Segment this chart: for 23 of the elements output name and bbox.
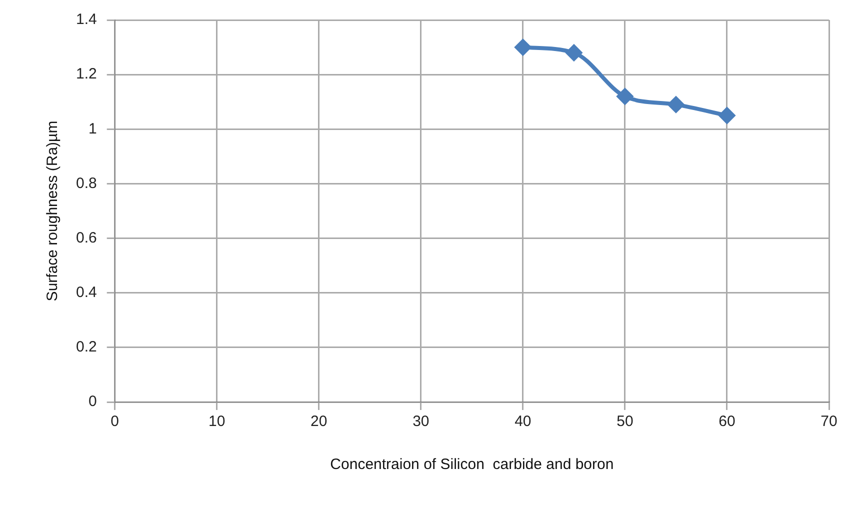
point xyxy=(566,44,582,61)
point xyxy=(718,108,735,124)
x-tick-label: 10 xyxy=(208,413,226,430)
point xyxy=(668,96,684,113)
x-tick-label: 70 xyxy=(820,413,838,430)
x-tick-label: 60 xyxy=(718,413,736,430)
point xyxy=(616,88,633,104)
y-tick-label: 0.4 xyxy=(76,284,97,301)
x-axis-title: Concentraion of Silicon carbide and boron xyxy=(330,456,614,474)
x-tick-label: 40 xyxy=(514,413,532,430)
x-tick-label: 20 xyxy=(310,413,328,430)
y-axis-title: Surface roughness (Ra)µm xyxy=(44,120,62,302)
y-tick-label: 1 xyxy=(88,120,97,138)
point xyxy=(514,39,531,56)
y-tick-label: 0.6 xyxy=(76,229,97,246)
y-tick-label: 0.8 xyxy=(76,174,97,192)
y-tick-label: 0.2 xyxy=(76,338,97,356)
x-tick-label: 50 xyxy=(616,413,634,430)
y-tick-label: 1.2 xyxy=(76,66,97,83)
x-tick-label: 0 xyxy=(110,413,120,430)
x-tick-label: 30 xyxy=(412,413,430,430)
y-tick-label: 1.4 xyxy=(76,11,97,28)
y-tick-label: 0 xyxy=(88,393,97,410)
